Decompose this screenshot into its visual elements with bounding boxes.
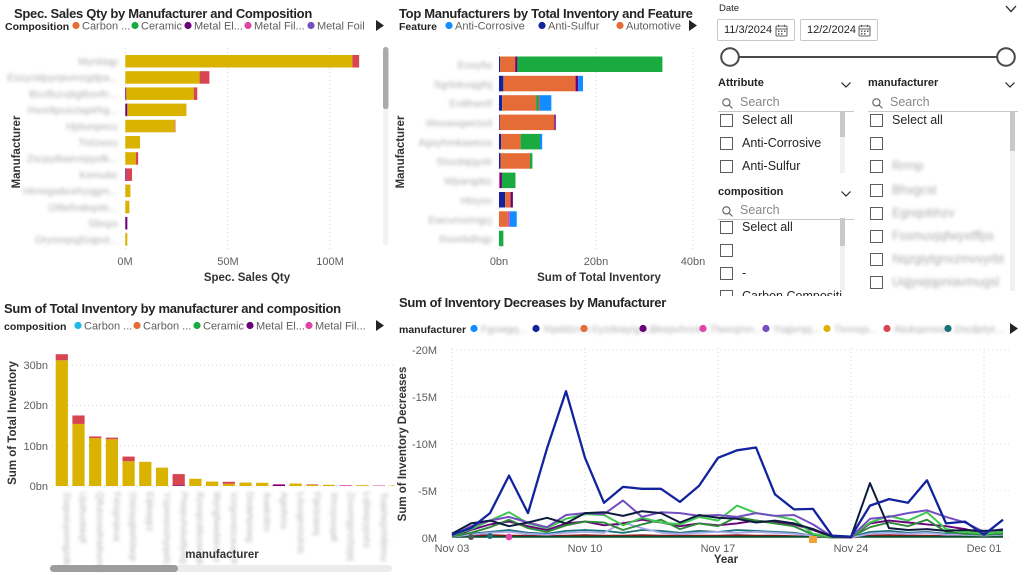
svg-text:Oryooqsgfzqput...: Oryooqsgfzqput... <box>35 234 118 246</box>
svg-text:20bn: 20bn <box>24 400 48 412</box>
svg-text:Zscpyibaevspyxlk...: Zscpyibaevspyxlk... <box>27 153 118 165</box>
svg-text:Sum of Total Inventory: Sum of Total Inventory <box>537 272 661 284</box>
svg-text:50M: 50M <box>217 256 238 268</box>
svg-text:Fgowgq...: Fgowgq... <box>481 324 527 336</box>
svg-text:Aoeknltm: Aoeknltm <box>261 492 272 532</box>
svg-text:Yiajjvnpj...: Yiajjvnpj... <box>773 324 820 336</box>
svg-text:Ptsepuholudlywg: Ptsepuholudlywg <box>178 492 189 564</box>
svg-text:Kemubc: Kemubc <box>79 169 118 181</box>
svg-text:Automotive: Automotive <box>626 21 681 33</box>
svg-text:Vzrjynndzceukufr: Vzrjynndzceukufr <box>228 492 239 565</box>
svg-text:30bn: 30bn <box>24 360 48 372</box>
svg-text:Dodehpxwg: Dodehpxwg <box>244 492 255 542</box>
svg-text:Bkepuhnck...: Bkepuhnck... <box>650 324 711 336</box>
svg-text:Ceramic: Ceramic <box>203 321 244 333</box>
svg-text:Qlfulxzxwfnwbumq: Qlfulxzxwfnwbumq <box>94 492 105 571</box>
svg-text:40bn: 40bn <box>681 256 705 268</box>
svg-text:Metal Foil: Metal Foil <box>317 21 365 33</box>
svg-text:Year: Year <box>714 554 739 566</box>
svg-text:Anti-Sulfur: Anti-Sulfur <box>548 21 600 33</box>
svg-text:Otliefvakqotc...: Otliefvakqotc... <box>49 202 118 214</box>
svg-text:Znxvmgynzfzpjq: Znxvmgynzfzpjq <box>345 492 356 561</box>
svg-text:Dxuljelyt...: Dxuljelyt... <box>955 324 1003 336</box>
svg-text:Zoqsoiuywmgzdkz: Zoqsoiuywmgzdkz <box>61 492 72 570</box>
svg-text:Nov 03: Nov 03 <box>435 543 470 555</box>
svg-text:Lqlisiqzypxhz: Lqlisiqzypxhz <box>361 492 372 549</box>
svg-text:Mynbiqp: Mynbiqp <box>78 56 118 68</box>
svg-text:Eszycidpyopumzgdpa...: Eszycidpyopumzgdpa... <box>7 72 118 84</box>
svg-text:Metal Fil...: Metal Fil... <box>254 21 305 33</box>
svg-text:Tlwxsjmn...: Tlwxsjmn... <box>710 324 763 336</box>
svg-text:10bn: 10bn <box>24 441 48 453</box>
svg-text:0M: 0M <box>422 533 437 545</box>
svg-text:Tivvxqs...: Tivvxqs... <box>834 324 878 336</box>
svg-text:Xhrzysuqafl: Xhrzysuqafl <box>328 492 339 542</box>
svg-text:composition: composition <box>4 321 66 333</box>
svg-text:manufacturer: manufacturer <box>185 549 259 561</box>
svg-text:Oslzaygbefxlwqt: Oslzaygbefxlwqt <box>127 492 138 562</box>
svg-text:Sum of Inventory Decreases: Sum of Inventory Decreases <box>397 367 409 522</box>
svg-text:Sum of Total Inventory: Sum of Total Inventory <box>7 361 19 485</box>
svg-text:Feature: Feature <box>399 21 437 33</box>
svg-text:Ceramic: Ceramic <box>141 21 182 33</box>
svg-text:Wyngfwedsirvwz: Wyngfwedsirvwz <box>211 492 222 563</box>
svg-text:20bn: 20bn <box>584 256 608 268</box>
svg-text:Sgrlobvqgthj: Sgrlobvqgthj <box>434 79 492 91</box>
svg-text:Nov 10: Nov 10 <box>568 543 603 555</box>
svg-text:Slszdajqysk: Slszdajqysk <box>437 156 493 168</box>
svg-text:Htsyxv: Htsyxv <box>461 195 493 207</box>
svg-text:0M: 0M <box>117 256 132 268</box>
svg-text:Ujulhuzkkqlf: Ujulhuzkkqlf <box>77 492 88 544</box>
svg-text:Toakhejzrhtbtmu: Toakhejzrhtbtmu <box>378 492 389 562</box>
svg-text:Wparqpbz: Wparqpbz <box>444 176 492 188</box>
svg-text:Eooyfw: Eooyfw <box>458 60 493 72</box>
svg-text:Hlmegwbcehzqgm...: Hlmegwbcehzqgm... <box>23 186 118 198</box>
svg-text:Hjdxmpecc: Hjdxmpecc <box>66 121 118 133</box>
svg-text:Agxyhmkaweza: Agxyhmkaweza <box>418 137 492 149</box>
svg-text:Ihoorbdhqp: Ihoorbdhqp <box>439 234 492 246</box>
svg-text:Composition: Composition <box>5 21 69 33</box>
svg-text:Bcclfxzvjitgtbsvfn...: Bcclfxzvjitgtbsvfn... <box>29 88 118 100</box>
svg-text:100M: 100M <box>316 256 344 268</box>
svg-text:Nov 24: Nov 24 <box>834 543 869 555</box>
svg-text:Felxgmjeua: Felxgmjeua <box>111 492 122 542</box>
svg-text:Eijikwpjrz: Eijikwpjrz <box>144 492 155 532</box>
svg-text:-5M: -5M <box>418 486 437 498</box>
svg-text:Spec. Sales Qty: Spec. Sales Qty <box>204 272 291 284</box>
svg-text:-15M: -15M <box>412 392 437 404</box>
svg-text:Dec 01: Dec 01 <box>967 543 1002 555</box>
svg-text:0bn: 0bn <box>30 481 48 493</box>
svg-text:0bn: 0bn <box>490 256 508 268</box>
svg-text:Anti-Corrosive: Anti-Corrosive <box>455 21 525 33</box>
svg-text:Carbon ...: Carbon ... <box>82 21 130 33</box>
svg-text:Metal Fil...: Metal Fil... <box>315 321 366 333</box>
svg-text:manufacturer: manufacturer <box>399 324 466 336</box>
svg-text:Hsreltpusctapirhg...: Hsreltpusctapirhg... <box>28 105 118 117</box>
svg-text:Woxwxgwctxd: Woxwxgwctxd <box>426 118 492 130</box>
svg-text:Carbon ...: Carbon ... <box>84 321 132 333</box>
svg-text:Tixlzwxu: Tixlzwxu <box>78 137 118 149</box>
svg-text:Manufacturer: Manufacturer <box>11 115 23 188</box>
svg-text:Sbnps: Sbnps <box>88 218 118 230</box>
svg-text:Lduugennulnis: Lduugennulnis <box>295 492 306 554</box>
svg-text:Nov 17: Nov 17 <box>701 543 736 555</box>
svg-text:Agetfvns: Agetfvns <box>278 492 289 529</box>
svg-text:Yzpimsnizhyqwfz: Yzpimsnizhyqwfz <box>161 492 172 565</box>
svg-text:-10M: -10M <box>412 439 437 451</box>
svg-text:Yyzdeayigw...: Yyzdeayigw... <box>591 324 655 336</box>
svg-text:Metal El...: Metal El... <box>256 321 305 333</box>
svg-text:Evtlfrwvtf: Evtlfrwvtf <box>449 98 492 110</box>
svg-text:Rzvnpcdilvcwuqlu: Rzvnpcdilvcwuqlu <box>194 492 205 568</box>
svg-text:Fijedzaoiq: Fijedzaoiq <box>311 492 322 535</box>
svg-text:-20M: -20M <box>412 345 437 357</box>
svg-text:Ewcvmximgcj: Ewcvmximgcj <box>428 214 492 226</box>
svg-text:Atukqxrova...: Atukqxrova... <box>894 324 955 336</box>
svg-text:Carbon ...: Carbon ... <box>143 321 191 333</box>
svg-text:Metal El...: Metal El... <box>194 21 243 33</box>
svg-text:Manufacturer: Manufacturer <box>395 115 407 188</box>
